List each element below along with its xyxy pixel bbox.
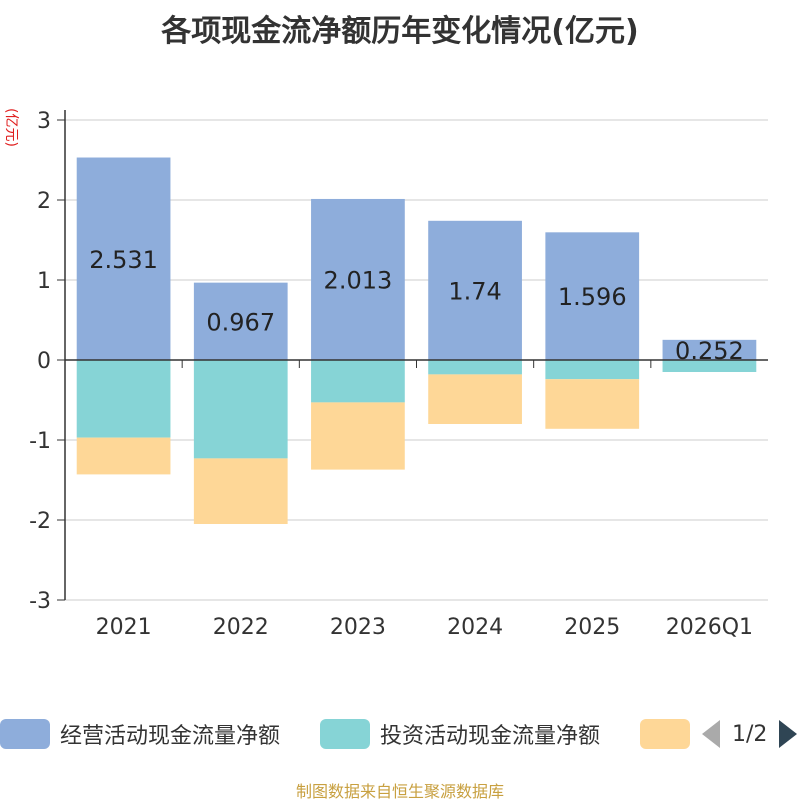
x-tick-label-2025: 2025: [564, 615, 620, 640]
y-tick-label: 3: [37, 109, 51, 134]
bar-series2-2023: [311, 402, 405, 470]
bar-series0-2021: [76, 157, 171, 360]
bar-series2-2022: [193, 458, 288, 524]
bar-series0-2023: [311, 198, 405, 360]
legend: 经营活动现金流量净额 投资活动现金流量净额 1/2: [0, 714, 800, 754]
bar-series2-2024: [428, 374, 522, 424]
legend-swatch-operating: [0, 719, 50, 749]
bar-series2-2021: [76, 437, 171, 475]
legend-item-investing[interactable]: 投资活动现金流量净额: [320, 714, 600, 754]
legend-swatch-financing: [640, 719, 690, 749]
legend-prev-page-icon[interactable]: [702, 720, 720, 748]
data-label-2021: 2.531: [89, 246, 158, 274]
data-label-2024: 1.74: [448, 277, 501, 305]
bar-series0-2022: [193, 282, 288, 360]
legend-pager: 1/2: [702, 714, 798, 754]
y-tick-label: -2: [29, 509, 51, 534]
data-label-2022: 0.967: [206, 308, 275, 336]
x-tick-label-2024: 2024: [447, 615, 503, 640]
y-tick-label: 2: [37, 189, 51, 214]
x-tick-label-2021: 2021: [96, 615, 152, 640]
x-tick-label-2023: 2023: [330, 615, 386, 640]
bar-series1-2023: [311, 360, 405, 403]
bar-series0-2024: [428, 220, 522, 360]
y-tick-label: 1: [37, 269, 51, 294]
data-label-2025: 1.596: [558, 283, 627, 311]
legend-item-financing[interactable]: [640, 714, 690, 754]
legend-label-investing: 投资活动现金流量净额: [380, 724, 601, 749]
bar-series1-2024: [428, 360, 522, 375]
bar-series0-2026Q1: [662, 339, 757, 360]
x-tick-label-2022: 2022: [213, 615, 269, 640]
legend-label-operating: 经营活动现金流量净额: [60, 724, 281, 749]
x-tick-label-2026Q1: 2026Q1: [666, 615, 753, 640]
data-source-note: 制图数据来自恒生聚源数据库: [295, 782, 504, 801]
bar-series2-2025: [545, 379, 640, 429]
bar-series1-2022: [193, 360, 288, 459]
chart-title: 各项现金流净额历年变化情况(亿元): [161, 14, 639, 49]
bar-series1-2021: [76, 360, 171, 438]
bar-series0-2025: [545, 232, 640, 360]
legend-next-page-icon[interactable]: [779, 720, 798, 748]
data-label-2023: 2.013: [324, 266, 393, 294]
legend-item-operating[interactable]: 经营活动现金流量净额: [0, 714, 280, 754]
legend-page-indicator: 1/2: [732, 721, 768, 747]
bar-series1-2026Q1: [662, 360, 757, 372]
y-tick-label: -1: [29, 429, 51, 454]
bar-series1-2025: [545, 360, 640, 380]
y-tick-label: 0: [37, 349, 51, 374]
y-tick-label: -3: [29, 589, 51, 614]
legend-swatch-investing: [320, 719, 370, 749]
